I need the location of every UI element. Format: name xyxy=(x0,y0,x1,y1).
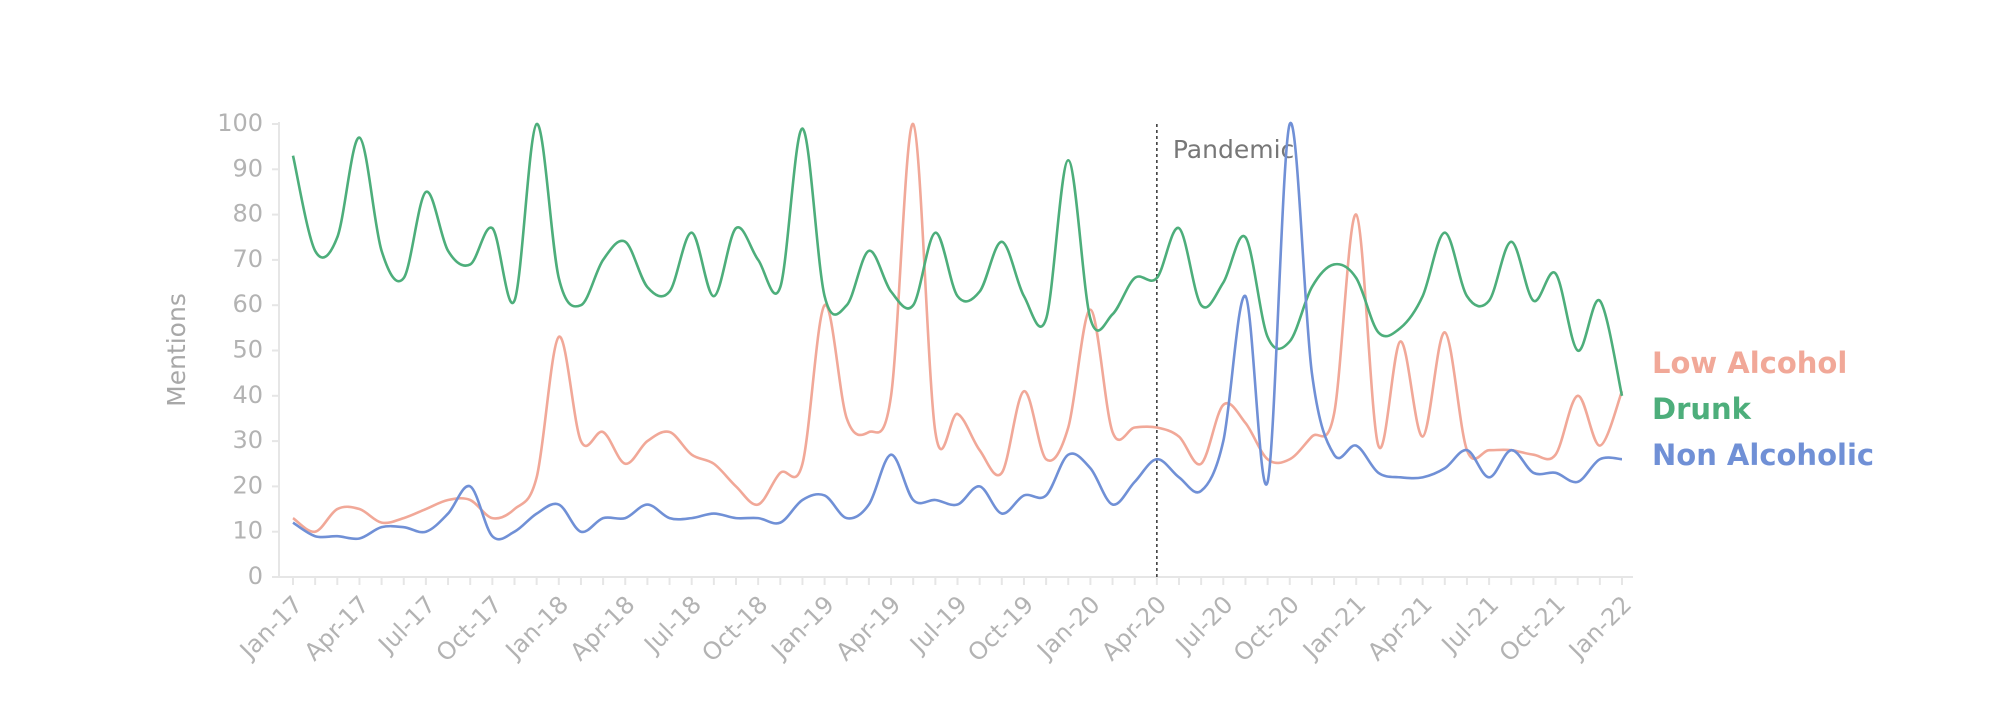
y-tick-label: 40 xyxy=(232,381,263,409)
x-tick-label: Jul-21 xyxy=(1435,590,1504,659)
x-tick-label: Jul-18 xyxy=(637,590,706,659)
legend-label: Drunk xyxy=(1652,392,1752,426)
y-tick-label: 20 xyxy=(232,471,263,499)
x-tick-label: Oct-17 xyxy=(431,590,508,667)
y-tick-label: 90 xyxy=(232,154,263,182)
legend-label: Low Alcohol xyxy=(1652,346,1847,380)
series-line xyxy=(291,122,1624,397)
x-tick-label: Jul-19 xyxy=(903,590,972,659)
x-tick-label: Jan-19 xyxy=(765,590,840,665)
annotation-label: Pandemic xyxy=(1173,135,1294,164)
x-tick-label: Jan-18 xyxy=(499,590,574,665)
x-tick-label: Apr-20 xyxy=(1096,590,1172,666)
x-tick-label: Apr-17 xyxy=(299,590,375,666)
x-tick-label: Jan-20 xyxy=(1030,590,1105,665)
y-tick-label: 0 xyxy=(248,562,263,590)
y-tick-label: 100 xyxy=(217,109,263,137)
x-tick-label: Apr-21 xyxy=(1362,590,1438,666)
x-tick-label: Jan-17 xyxy=(233,590,308,665)
y-tick-label: 80 xyxy=(232,200,263,228)
x-tick-label: Oct-20 xyxy=(1228,590,1305,667)
series-line xyxy=(292,122,1624,534)
x-tick-label: Apr-18 xyxy=(565,590,641,666)
x-tick-label: Jul-17 xyxy=(372,590,441,659)
y-tick-label: 70 xyxy=(232,245,263,273)
y-tick-label: 10 xyxy=(232,517,263,545)
x-tick-label: Oct-19 xyxy=(962,590,1039,667)
x-tick-label: Jan-21 xyxy=(1296,590,1371,665)
legend-label: Non Alcoholic xyxy=(1652,438,1874,472)
x-tick-label: Oct-21 xyxy=(1494,590,1571,667)
x-tick-label: Jan-22 xyxy=(1562,590,1637,665)
series-line xyxy=(292,121,1623,541)
x-tick-label: Oct-18 xyxy=(696,590,773,667)
y-axis-title: Mentions xyxy=(162,293,191,407)
x-tick-label: Apr-19 xyxy=(830,590,906,666)
y-tick-label: 60 xyxy=(232,290,263,318)
x-tick-label: Jul-20 xyxy=(1169,590,1238,659)
y-tick-label: 30 xyxy=(232,426,263,454)
y-tick-label: 50 xyxy=(232,336,263,364)
